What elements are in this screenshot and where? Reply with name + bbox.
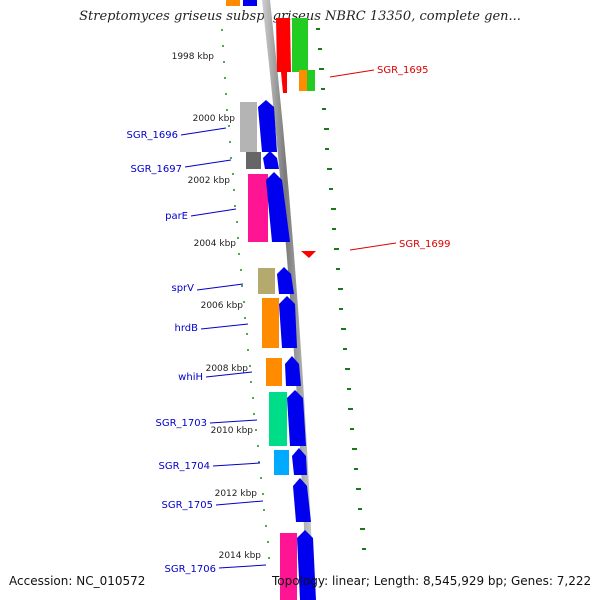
gene-label-sgr1695[interactable]: SGR_1695 [377,65,429,76]
gene-bar [307,70,315,91]
gene-bar [243,0,257,6]
gene-arrow [277,267,294,294]
right-tick-track [316,28,366,550]
gene-bar [274,450,289,475]
kbp-tick-label: 2014 kbp [219,551,262,561]
kbp-tick-label: 2004 kbp [194,239,237,249]
gene-labels: SGR_1695 SGR_1696 SGR_1697 parE SGR_1699… [127,65,451,575]
gene-bar [246,152,261,169]
gene-arrow [258,100,277,152]
map-title: Streptomyces griseus subsp. griseus NBRC… [79,9,521,24]
gene-bars [226,0,316,600]
gene-label-sprv[interactable]: sprV [171,283,194,294]
kbp-tick-label: 2012 kbp [215,489,258,499]
gene-bar [292,18,308,72]
gene-label-sgr1704[interactable]: SGR_1704 [159,461,211,472]
gene-label-sgr1697[interactable]: SGR_1697 [131,164,183,175]
gene-label-hrdb[interactable]: hrdB [175,323,199,334]
kbp-tick-label: 2006 kbp [201,301,244,311]
kbp-tick-label: 2010 kbp [211,426,254,436]
kbp-ticks: 1998 kbp 2000 kbp 2002 kbp 2004 kbp 2006… [172,52,262,561]
gene-label-sgr1703[interactable]: SGR_1703 [156,418,208,429]
accession-text: Accession: NC_010572 [9,574,146,588]
kbp-tick-label: 1998 kbp [172,52,215,62]
gene-label-leaders [180,69,397,569]
gene-bar [262,298,279,348]
gene-bar [299,70,307,91]
kbp-tick-label: 2000 kbp [193,114,236,124]
gene-label-sgr1705[interactable]: SGR_1705 [162,500,214,511]
gene-arrow [266,172,290,242]
gene-bar [240,102,257,152]
gene-bar [248,174,268,242]
gene-arrow [287,390,306,446]
gene-arrow [285,356,301,386]
gene-bar [280,533,297,600]
gene-label-sgr1706[interactable]: SGR_1706 [165,564,217,575]
genome-axis [262,0,314,600]
left-dot-track [221,29,270,559]
gene-arrow [292,448,307,475]
gene-bar [226,0,240,6]
gene-arrow-sgr1695 [276,18,291,93]
gene-arrow [293,478,311,522]
gene-arrow-sgr1699 [301,251,316,258]
topology-text: Topology: linear; Length: 8,545,929 bp; … [272,574,592,588]
gene-label-pare[interactable]: parE [165,211,188,222]
gene-label-sgr1696[interactable]: SGR_1696 [127,130,179,141]
kbp-tick-label: 2008 kbp [206,364,249,374]
gene-arrow [279,296,297,348]
kbp-tick-label: 2002 kbp [188,176,231,186]
gene-bar [258,268,275,294]
gene-arrow [263,151,279,169]
gene-bar [269,392,287,446]
gene-arrow [297,530,316,600]
gene-bar [266,358,282,386]
gene-label-sgr1699[interactable]: SGR_1699 [399,239,451,250]
gene-label-whih[interactable]: whiH [178,372,203,383]
